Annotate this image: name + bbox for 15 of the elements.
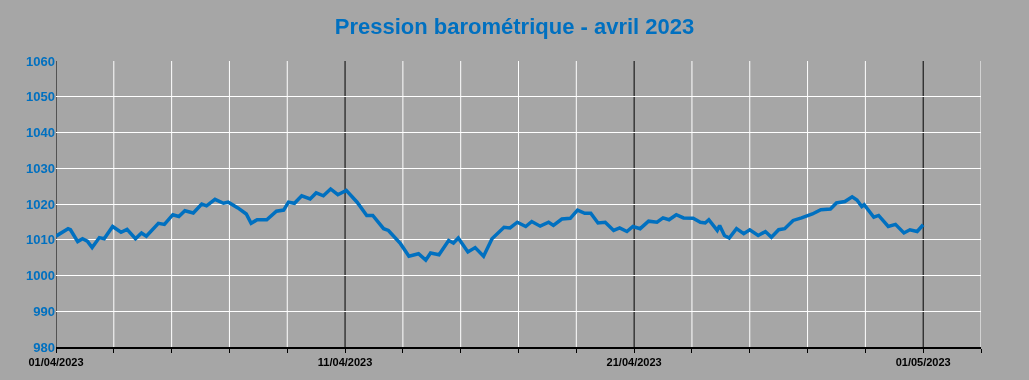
- y-tick-label: 980: [33, 339, 55, 355]
- y-tick-label: 1020: [26, 196, 55, 212]
- y-tick-label: 990: [33, 303, 55, 319]
- x-tick-label: 01/04/2023: [28, 356, 84, 369]
- y-tick-label: 1010: [26, 232, 55, 248]
- y-tick-label: 1000: [26, 268, 55, 284]
- x-tick-label: 21/04/2023: [606, 356, 662, 369]
- y-tick-label: 1030: [26, 160, 55, 176]
- line-series: [56, 187, 925, 262]
- y-tick-label: 1040: [26, 125, 55, 141]
- chart-title: Pression barométrique - avril 2023: [334, 14, 695, 40]
- y-tick-label: 1050: [26, 89, 55, 105]
- y-tick-label: 1060: [26, 53, 55, 69]
- x-tick-label: 01/05/2023: [895, 356, 951, 369]
- x-tick-label: 11/04/2023: [317, 356, 373, 369]
